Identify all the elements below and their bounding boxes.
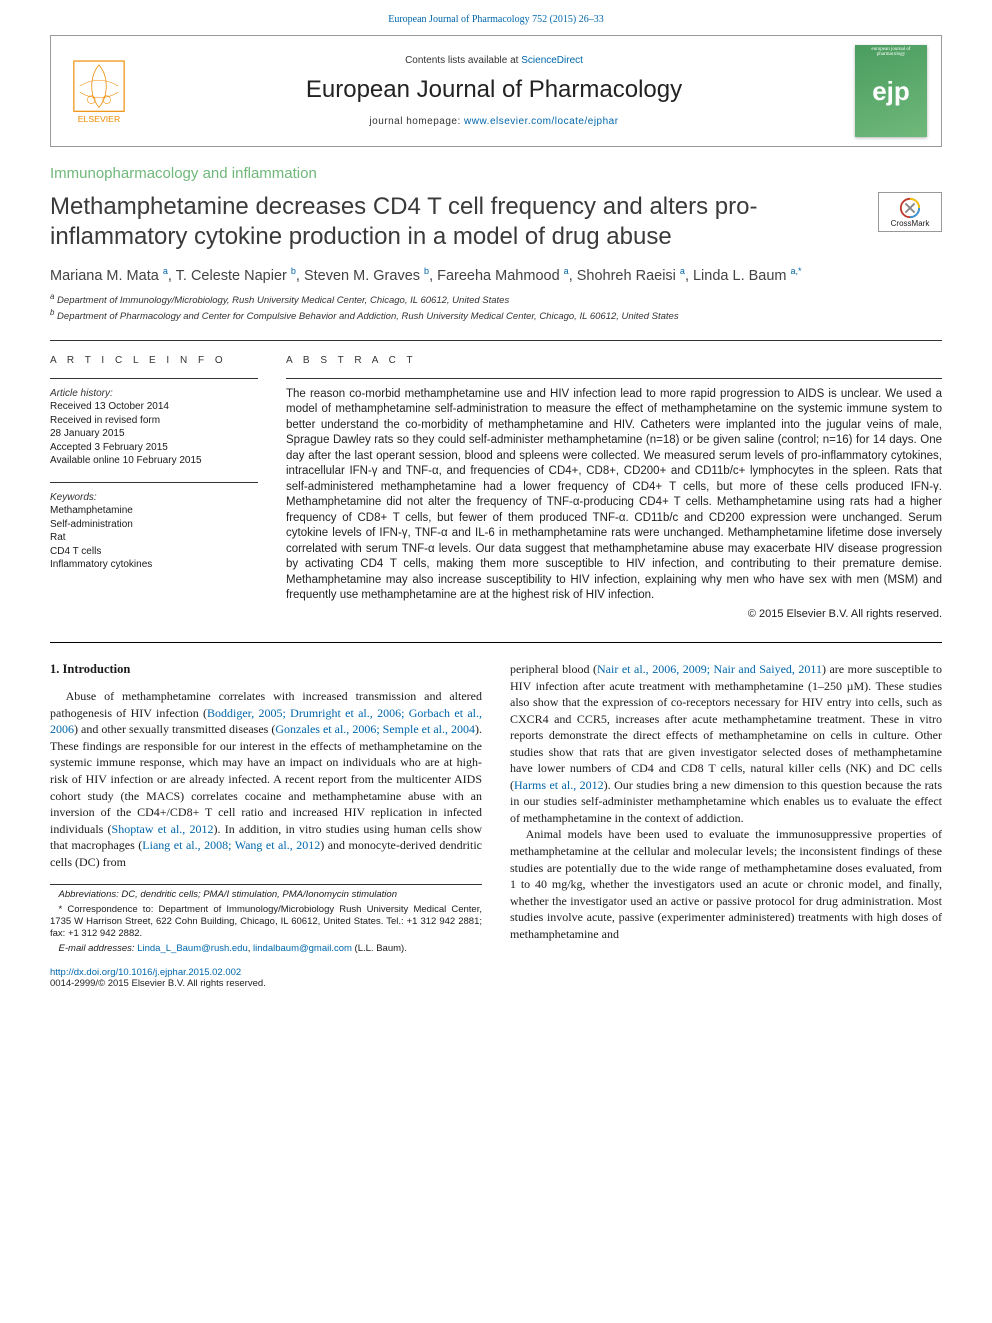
history-line: Available online 10 February 2015 bbox=[50, 454, 258, 468]
article-info-column: A R T I C L E I N F O Article history: R… bbox=[50, 355, 258, 620]
journal-homepage: journal homepage: www.elsevier.com/locat… bbox=[133, 116, 855, 127]
history-line: 28 January 2015 bbox=[50, 427, 258, 441]
abstract-column: A B S T R A C T The reason co-morbid met… bbox=[286, 355, 942, 620]
divider-top bbox=[50, 340, 942, 341]
banner-center: Contents lists available at ScienceDirec… bbox=[133, 55, 855, 127]
footnotes: Abbreviations: DC, dendritic cells; PMA/… bbox=[50, 884, 482, 955]
footnote-correspondence: * Correspondence to: Department of Immun… bbox=[50, 904, 482, 941]
svg-text:ELSEVIER: ELSEVIER bbox=[78, 114, 121, 124]
running-header-link[interactable]: European Journal of Pharmacology 752 (20… bbox=[388, 14, 604, 25]
email-label: E-mail addresses: bbox=[59, 943, 138, 954]
issn-line: 0014-2999/© 2015 Elsevier B.V. All right… bbox=[50, 978, 266, 989]
affiliation: b Department of Pharmacology and Center … bbox=[50, 308, 942, 324]
doi-footer: http://dx.doi.org/10.1016/j.ejphar.2015.… bbox=[50, 967, 942, 989]
journal-cover-thumb: european journal of pharmacology ejp bbox=[855, 45, 927, 137]
crossmark-badge[interactable]: CrossMark bbox=[878, 192, 942, 232]
crossmark-label: CrossMark bbox=[891, 219, 930, 228]
history-line: Received in revised form bbox=[50, 414, 258, 428]
homepage-pre: journal homepage: bbox=[369, 116, 464, 127]
abstract-copyright: © 2015 Elsevier B.V. All rights reserved… bbox=[286, 608, 942, 620]
body-paragraph: peripheral blood (Nair et al., 2006, 200… bbox=[510, 661, 942, 826]
journal-banner: ELSEVIER Contents lists available at Sci… bbox=[50, 35, 942, 147]
history-line: Accepted 3 February 2015 bbox=[50, 441, 258, 455]
contents-pre: Contents lists available at bbox=[405, 55, 521, 66]
sciencedirect-link[interactable]: ScienceDirect bbox=[521, 55, 583, 66]
article-category: Immunopharmacology and inflammation bbox=[50, 165, 942, 182]
affiliation: a Department of Immunology/Microbiology,… bbox=[50, 292, 942, 308]
journal-name: European Journal of Pharmacology bbox=[133, 76, 855, 104]
keyword: Methamphetamine bbox=[50, 504, 258, 518]
body-col-left: 1. Introduction Abuse of methamphetamine… bbox=[50, 661, 482, 957]
elsevier-logo: ELSEVIER bbox=[65, 47, 133, 135]
footnote-emails: E-mail addresses: Linda_L_Baum@rush.edu,… bbox=[50, 943, 482, 955]
keyword: Self-administration bbox=[50, 518, 258, 532]
keywords-label: Keywords: bbox=[50, 491, 258, 505]
keyword: Inflammatory cytokines bbox=[50, 558, 258, 572]
body-paragraph: Animal models have been used to evaluate… bbox=[510, 826, 942, 942]
abstract-head: A B S T R A C T bbox=[286, 355, 942, 366]
intro-heading: 1. Introduction bbox=[50, 661, 482, 678]
article-history: Article history: Received 13 October 201… bbox=[50, 387, 258, 468]
body-columns: 1. Introduction Abuse of methamphetamine… bbox=[50, 661, 942, 957]
crossmark-icon bbox=[899, 197, 921, 219]
authors: Mariana M. Mata a, T. Celeste Napier b, … bbox=[50, 266, 942, 284]
affiliations: a Department of Immunology/Microbiology,… bbox=[50, 292, 942, 324]
doi-link[interactable]: http://dx.doi.org/10.1016/j.ejphar.2015.… bbox=[50, 967, 241, 978]
divider-body bbox=[50, 642, 942, 643]
email-link-1[interactable]: Linda_L_Baum@rush.edu bbox=[137, 943, 248, 954]
body-col-right: peripheral blood (Nair et al., 2006, 200… bbox=[510, 661, 942, 957]
cover-thumb-title: european journal of pharmacology bbox=[857, 47, 925, 57]
cover-thumb-initials: ejp bbox=[872, 76, 910, 107]
footnote-abbrev: Abbreviations: DC, dendritic cells; PMA/… bbox=[50, 889, 482, 901]
abstract-text: The reason co-morbid methamphetamine use… bbox=[286, 387, 942, 604]
keywords-block: Keywords: MethamphetamineSelf-administra… bbox=[50, 491, 258, 572]
history-line: Received 13 October 2014 bbox=[50, 400, 258, 414]
article-info-head: A R T I C L E I N F O bbox=[50, 355, 258, 366]
keyword: Rat bbox=[50, 531, 258, 545]
contents-line: Contents lists available at ScienceDirec… bbox=[133, 55, 855, 66]
keyword: CD4 T cells bbox=[50, 545, 258, 559]
history-label: Article history: bbox=[50, 387, 258, 401]
article-title: Methamphetamine decreases CD4 T cell fre… bbox=[50, 192, 862, 252]
body-paragraph: Abuse of methamphetamine correlates with… bbox=[50, 688, 482, 870]
email-link-2[interactable]: lindalbaum@gmail.com bbox=[253, 943, 352, 954]
email-suffix: (L.L. Baum). bbox=[352, 943, 407, 954]
running-header: European Journal of Pharmacology 752 (20… bbox=[0, 0, 992, 35]
homepage-link[interactable]: www.elsevier.com/locate/ejphar bbox=[464, 116, 619, 127]
